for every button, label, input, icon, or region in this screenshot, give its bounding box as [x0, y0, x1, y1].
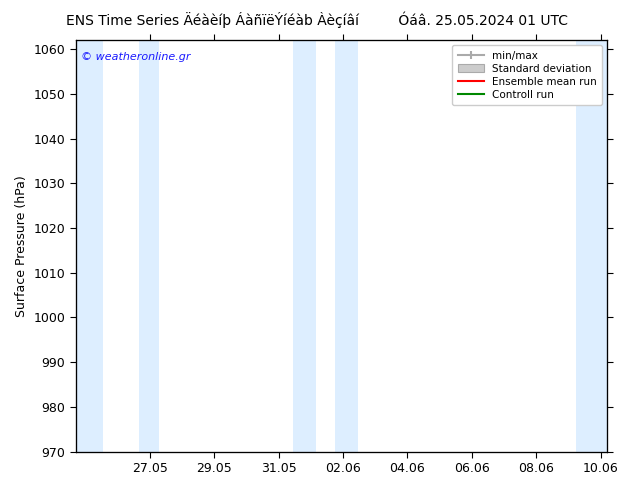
Bar [293, 40, 316, 452]
Bar [76, 40, 103, 452]
Text: ENS Time Series Äéàèíþ ÁàñïëÝíéàb Àèçíâí         Óáâ. 25.05.2024 01 UTC: ENS Time Series Äéàèíþ ÁàñïëÝíéàb Àèçíâí… [66, 11, 568, 28]
Bar [335, 40, 358, 452]
Text: © weatheronline.gr: © weatheronline.gr [81, 52, 191, 63]
Y-axis label: Surface Pressure (hPa): Surface Pressure (hPa) [15, 175, 28, 317]
Bar [139, 40, 159, 452]
Bar [576, 40, 607, 452]
Legend: min/max, Standard deviation, Ensemble mean run, Controll run: min/max, Standard deviation, Ensemble me… [452, 46, 602, 105]
